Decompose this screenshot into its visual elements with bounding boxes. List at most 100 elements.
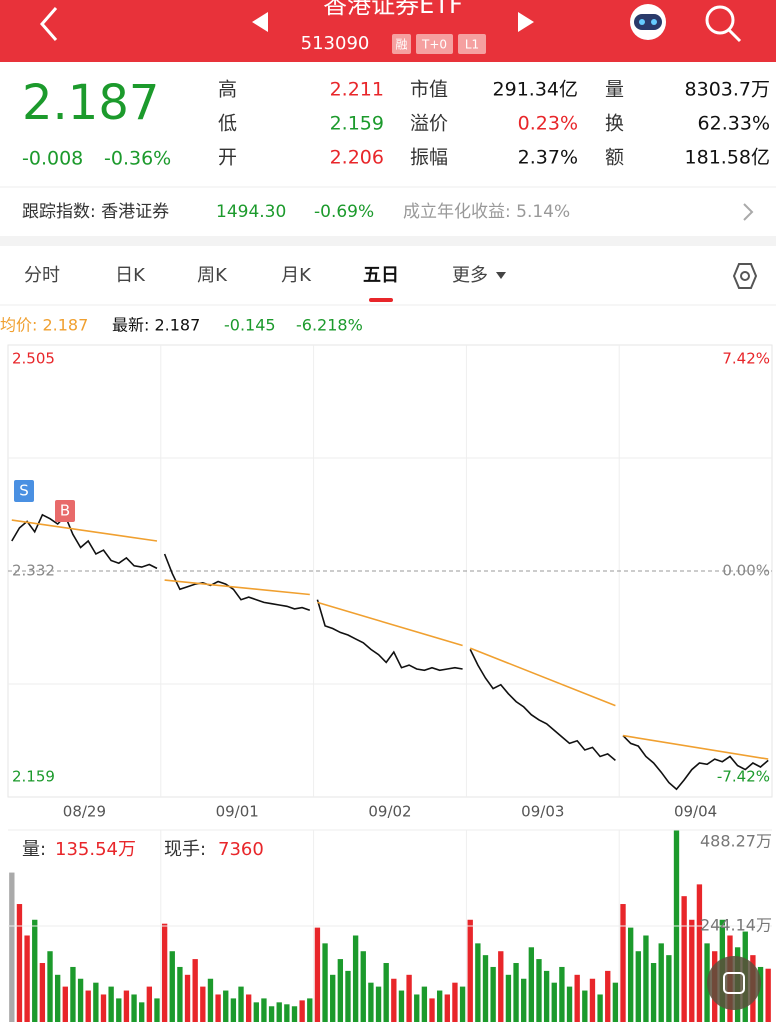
- y2-tick-label: 7.42%: [722, 350, 770, 368]
- change-pct: -0.36%: [104, 148, 171, 170]
- dropdown-arrow: [496, 272, 506, 279]
- tab[interactable]: 周K: [197, 265, 228, 286]
- stat-label: 溢价: [410, 113, 448, 135]
- volume-bar: [536, 959, 542, 1022]
- volume-bar: [658, 943, 664, 1022]
- settings-button[interactable]: [732, 263, 758, 289]
- badge: L1: [465, 38, 479, 52]
- tab[interactable]: 更多: [452, 265, 488, 286]
- volume-bar: [589, 978, 596, 1022]
- volume-bar: [597, 994, 603, 1022]
- stat-value: 2.37%: [518, 147, 578, 169]
- volume-bar: [131, 994, 137, 1022]
- next-button[interactable]: [518, 12, 534, 32]
- volume-bar: [24, 935, 30, 1022]
- volume-bar: [9, 872, 15, 1022]
- volume-bar: [85, 990, 91, 1022]
- tracking-annual: 成立年化收益: 5.14%: [403, 202, 570, 222]
- volume-bar: [521, 978, 527, 1022]
- volume-bar: [314, 927, 321, 1022]
- volume-value: 135.54万: [55, 839, 136, 860]
- date-label: 09/04: [674, 803, 717, 821]
- volume-bar: [62, 986, 68, 1022]
- volume-bar: [414, 994, 420, 1022]
- volume-bar: [383, 963, 389, 1022]
- stat-value: 62.33%: [698, 113, 770, 135]
- volume-bar: [337, 959, 344, 1022]
- volume-bar: [459, 986, 466, 1022]
- volume-bar: [757, 966, 764, 1022]
- volume-bar: [559, 966, 565, 1022]
- stat-label: 开: [218, 147, 237, 169]
- avg-info: 均价: 2.187: [0, 316, 88, 335]
- avg-line: [11, 519, 769, 760]
- volume-bar: [452, 982, 458, 1022]
- volume-bar: [192, 959, 198, 1022]
- stat-label: 振幅: [410, 147, 448, 169]
- volume-bar: [765, 968, 771, 1022]
- price: 2.187: [22, 75, 159, 131]
- volume-bar: [70, 966, 76, 1022]
- y-tick-label: 2.159: [12, 768, 55, 786]
- stat-label: 换: [605, 113, 624, 135]
- volume-bar: [368, 982, 374, 1022]
- latest-info: 最新: 2.187: [112, 316, 200, 335]
- prev-button[interactable]: [252, 12, 268, 32]
- volume-tick-label: 488.27万: [700, 832, 772, 851]
- volume-bar: [177, 966, 183, 1022]
- stat-value: 0.23%: [518, 113, 578, 135]
- latest-change-pct: -6.218%: [296, 316, 363, 335]
- volume-bar: [261, 998, 267, 1022]
- volume-bar: [643, 935, 649, 1022]
- volume-bar: [498, 951, 504, 1022]
- volume-bar: [77, 978, 84, 1022]
- price-line: [11, 513, 769, 791]
- volume-bar: [490, 966, 496, 1022]
- stat-value: 2.159: [330, 113, 384, 135]
- volume-bar: [444, 994, 450, 1022]
- stat-value: 2.211: [330, 79, 384, 101]
- volume-bar: [223, 990, 229, 1022]
- volume-bar: [429, 998, 435, 1022]
- change: -0.008: [22, 148, 83, 170]
- volume-bar: [612, 982, 619, 1022]
- tab[interactable]: 月K: [281, 265, 312, 286]
- latest-change: -0.145: [224, 316, 276, 335]
- tab[interactable]: 分时: [24, 265, 60, 286]
- volume-bar: [574, 974, 580, 1022]
- volume-tick-label: 244.14万: [700, 915, 772, 934]
- stat-label: 高: [218, 79, 237, 101]
- date-label: 09/01: [216, 803, 259, 821]
- tab[interactable]: 五日: [363, 265, 399, 286]
- badge: 融: [395, 38, 407, 52]
- volume-bar: [696, 884, 703, 1022]
- search-button[interactable]: [705, 5, 742, 43]
- robot-icon[interactable]: [630, 4, 666, 40]
- volume-bar: [467, 919, 473, 1022]
- volume-bar: [307, 998, 313, 1022]
- volume-bar: [238, 986, 244, 1022]
- tab[interactable]: 日K: [115, 265, 146, 286]
- date-label: 08/29: [63, 803, 106, 821]
- volume-bar: [650, 963, 657, 1022]
- volume-bar: [345, 970, 351, 1022]
- stat-value: 2.206: [330, 147, 384, 169]
- badge-bg: [392, 34, 411, 54]
- volume-bar: [360, 951, 366, 1022]
- volume-bar: [528, 947, 535, 1022]
- chevron[interactable]: [743, 203, 754, 221]
- hand-value: 7360: [218, 839, 264, 860]
- tracking-value: 1494.30: [216, 202, 286, 222]
- volume-bar: [47, 951, 53, 1022]
- volume-bar: [146, 986, 153, 1022]
- stat-label: 额: [605, 147, 624, 169]
- chat-button[interactable]: [707, 956, 761, 1010]
- volume-bar: [245, 994, 252, 1022]
- volume-bar: [352, 935, 359, 1022]
- badge-bg: [458, 34, 486, 54]
- stat-label: 量: [605, 79, 624, 101]
- trade-marker: [14, 480, 34, 502]
- volume-bar: [689, 919, 695, 1022]
- back-button[interactable]: [40, 7, 58, 41]
